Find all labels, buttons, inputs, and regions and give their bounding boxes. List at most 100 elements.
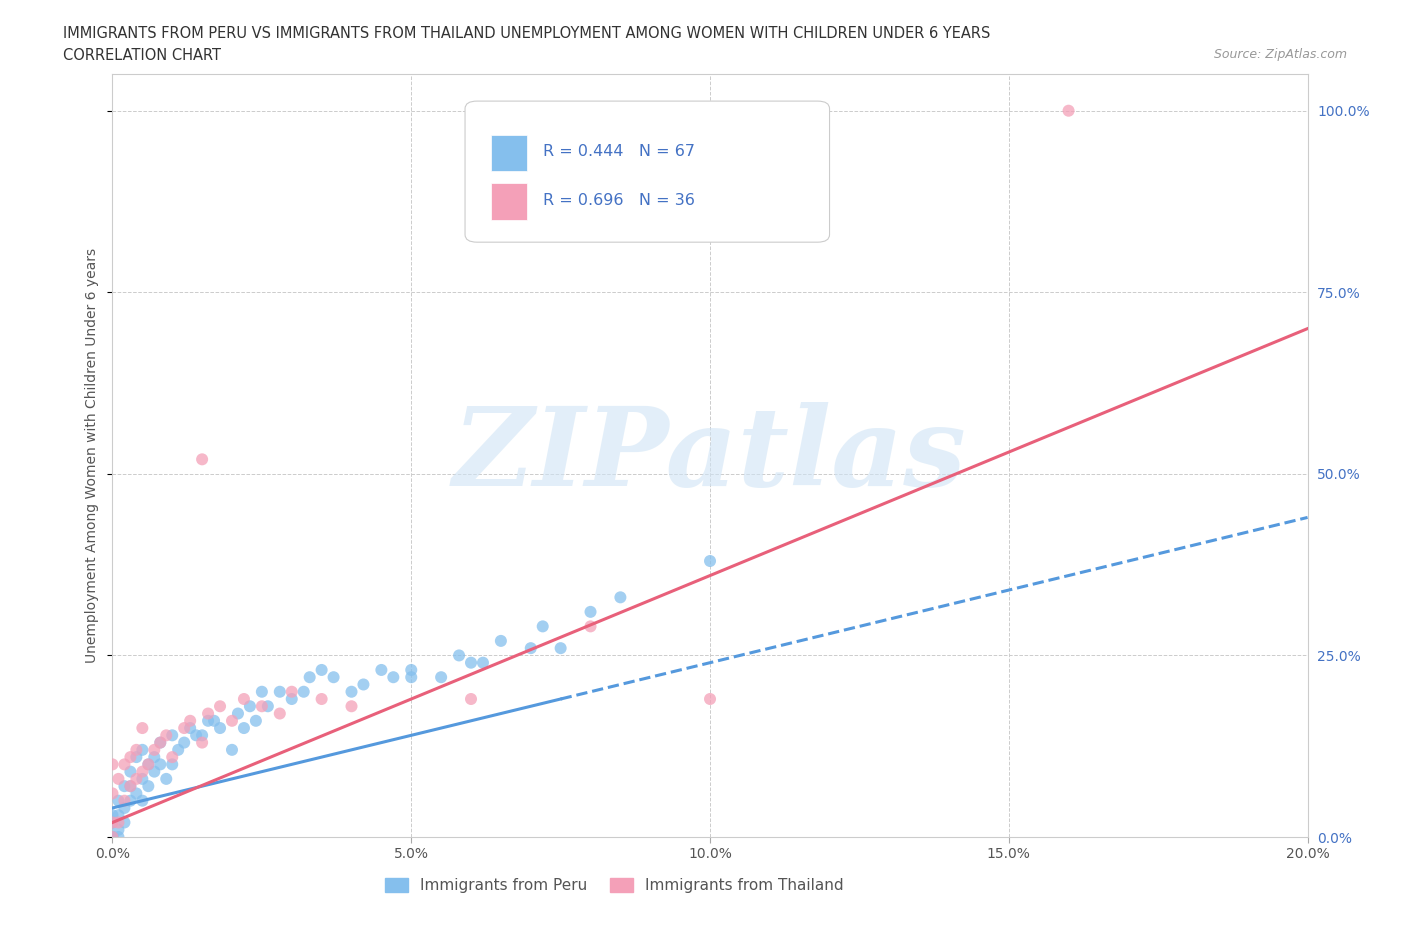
Point [232,721,256,736]
Point [101,830,124,844]
Point [138,778,160,793]
Point [162,728,183,743]
Point [143,750,166,764]
Point [460,656,482,671]
Point [125,750,148,764]
Point [340,698,363,713]
Point [311,692,333,707]
Point [382,670,405,684]
Point [155,772,177,787]
Point [340,684,363,699]
Point [197,706,219,721]
Point [101,830,124,844]
Point [179,721,201,736]
Point [447,648,470,663]
Point [370,662,392,677]
Point [138,757,160,772]
Point [155,728,177,743]
Point [149,757,172,772]
Point [114,778,135,793]
Point [131,793,153,808]
Point [107,822,129,837]
Point [114,757,135,772]
Point [202,713,225,728]
FancyBboxPatch shape [491,183,527,220]
Point [120,778,142,793]
Point [226,706,249,721]
Point [107,793,129,808]
Point [520,641,543,656]
Text: CORRELATION CHART: CORRELATION CHART [63,48,221,63]
Text: ZIPatlas: ZIPatlas [453,402,967,510]
Point [125,742,148,757]
Point [579,604,602,619]
Point [149,735,172,750]
Point [120,793,142,808]
Point [250,684,273,699]
Point [125,772,148,787]
Point [120,778,142,793]
Point [489,633,512,648]
Point [221,742,243,757]
Point [298,670,321,684]
Point [257,698,280,713]
Point [107,808,129,823]
Point [120,764,142,779]
Point [131,721,153,736]
Point [430,670,453,684]
Point [579,619,602,634]
Text: Source: ZipAtlas.com: Source: ZipAtlas.com [1213,48,1347,61]
Point [107,830,129,844]
Point [131,764,153,779]
Text: R = 0.444   N = 67: R = 0.444 N = 67 [543,144,695,159]
Text: IMMIGRANTS FROM PERU VS IMMIGRANTS FROM THAILAND UNEMPLOYMENT AMONG WOMEN WITH C: IMMIGRANTS FROM PERU VS IMMIGRANTS FROM … [63,26,991,41]
Point [269,684,291,699]
Point [269,706,291,721]
Point [460,692,482,707]
Point [208,698,231,713]
Point [131,742,153,757]
Y-axis label: Unemployment Among Women with Children Under 6 years: Unemployment Among Women with Children U… [86,248,100,663]
Point [245,713,267,728]
Point [292,684,315,699]
Point [232,692,256,707]
Point [197,713,219,728]
Point [550,641,572,656]
Point [281,684,304,699]
Point [472,656,495,671]
Point [101,808,124,823]
Point [107,815,129,830]
Text: R = 0.696   N = 36: R = 0.696 N = 36 [543,193,695,207]
Point [131,772,153,787]
Point [281,692,304,707]
Point [101,757,124,772]
Point [221,713,243,728]
Point [149,735,172,750]
Point [250,698,273,713]
Point [531,619,554,634]
Point [191,728,214,743]
Legend: Immigrants from Peru, Immigrants from Thailand: Immigrants from Peru, Immigrants from Th… [378,872,851,899]
Point [322,670,344,684]
Point [173,721,195,736]
Point [699,553,721,568]
Point [401,662,423,677]
Point [114,793,135,808]
Point [114,815,135,830]
Point [143,742,166,757]
Point [208,721,231,736]
Point [101,786,124,801]
Point [179,713,201,728]
Point [114,801,135,816]
Point [138,757,160,772]
FancyBboxPatch shape [491,135,527,171]
Point [609,590,631,604]
Point [352,677,374,692]
Point [101,830,124,844]
Point [173,735,195,750]
Point [191,452,214,467]
Point [143,764,166,779]
Point [699,692,721,707]
Point [1057,103,1080,118]
Point [167,742,190,757]
